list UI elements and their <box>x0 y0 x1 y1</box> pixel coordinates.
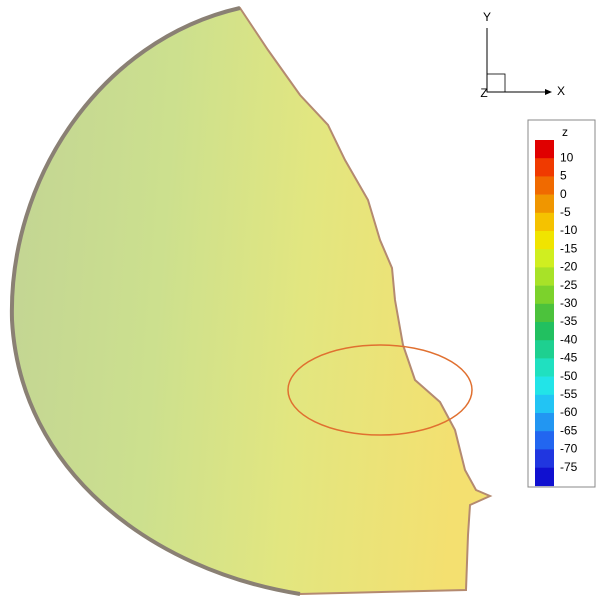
legend-level: -40 <box>560 332 578 346</box>
axes-triad: Y X Z <box>480 10 565 100</box>
legend-level: 10 <box>560 150 574 164</box>
legend: z 10 5 0 -5 -10 -15 -20 -25 -30 -35 -40 -45 -50 -55 -6… <box>528 120 595 487</box>
legend-swatch <box>535 322 554 341</box>
legend-level: -70 <box>560 442 578 456</box>
legend-title: z <box>562 125 568 139</box>
legend-level: -35 <box>560 314 578 328</box>
legend-level: -25 <box>560 278 578 292</box>
legend-swatch <box>535 395 554 414</box>
legend-level: 5 <box>560 169 567 183</box>
legend-swatch <box>535 468 554 487</box>
legend-swatch <box>535 267 554 286</box>
legend-swatch <box>535 413 554 432</box>
legend-swatch <box>535 231 554 250</box>
legend-level: -75 <box>560 460 578 474</box>
legend-level: 0 <box>560 187 567 201</box>
legend-swatch <box>535 431 554 450</box>
legend-swatch <box>535 213 554 232</box>
surface <box>12 8 490 594</box>
y-label: Y <box>483 10 491 24</box>
legend-level: -50 <box>560 369 578 383</box>
legend-swatch <box>535 286 554 305</box>
legend-swatch <box>535 340 554 359</box>
x-label: X <box>557 84 565 98</box>
legend-swatch <box>535 176 554 195</box>
legend-level: -20 <box>560 260 578 274</box>
legend-swatch <box>535 449 554 468</box>
legend-swatch <box>535 195 554 214</box>
legend-level: -30 <box>560 296 578 310</box>
legend-swatch <box>535 140 554 159</box>
legend-level: -45 <box>560 351 578 365</box>
legend-swatch <box>535 158 554 177</box>
legend-swatch <box>535 304 554 323</box>
legend-level: -60 <box>560 405 578 419</box>
legend-swatch <box>535 358 554 377</box>
z-label: Z <box>480 86 487 100</box>
legend-swatch <box>535 249 554 268</box>
legend-level: -10 <box>560 223 578 237</box>
triad-box <box>487 74 505 92</box>
page: Y X Z z 10 5 0 -5 -10 -15 -20 -25 -30 -35 -40 -45 -5… <box>0 0 596 603</box>
legend-swatch <box>535 377 554 396</box>
legend-level: -5 <box>560 205 571 219</box>
legend-level: -15 <box>560 241 578 255</box>
legend-level: -55 <box>560 387 578 401</box>
x-arrow <box>545 89 552 95</box>
legend-level: -65 <box>560 423 578 437</box>
